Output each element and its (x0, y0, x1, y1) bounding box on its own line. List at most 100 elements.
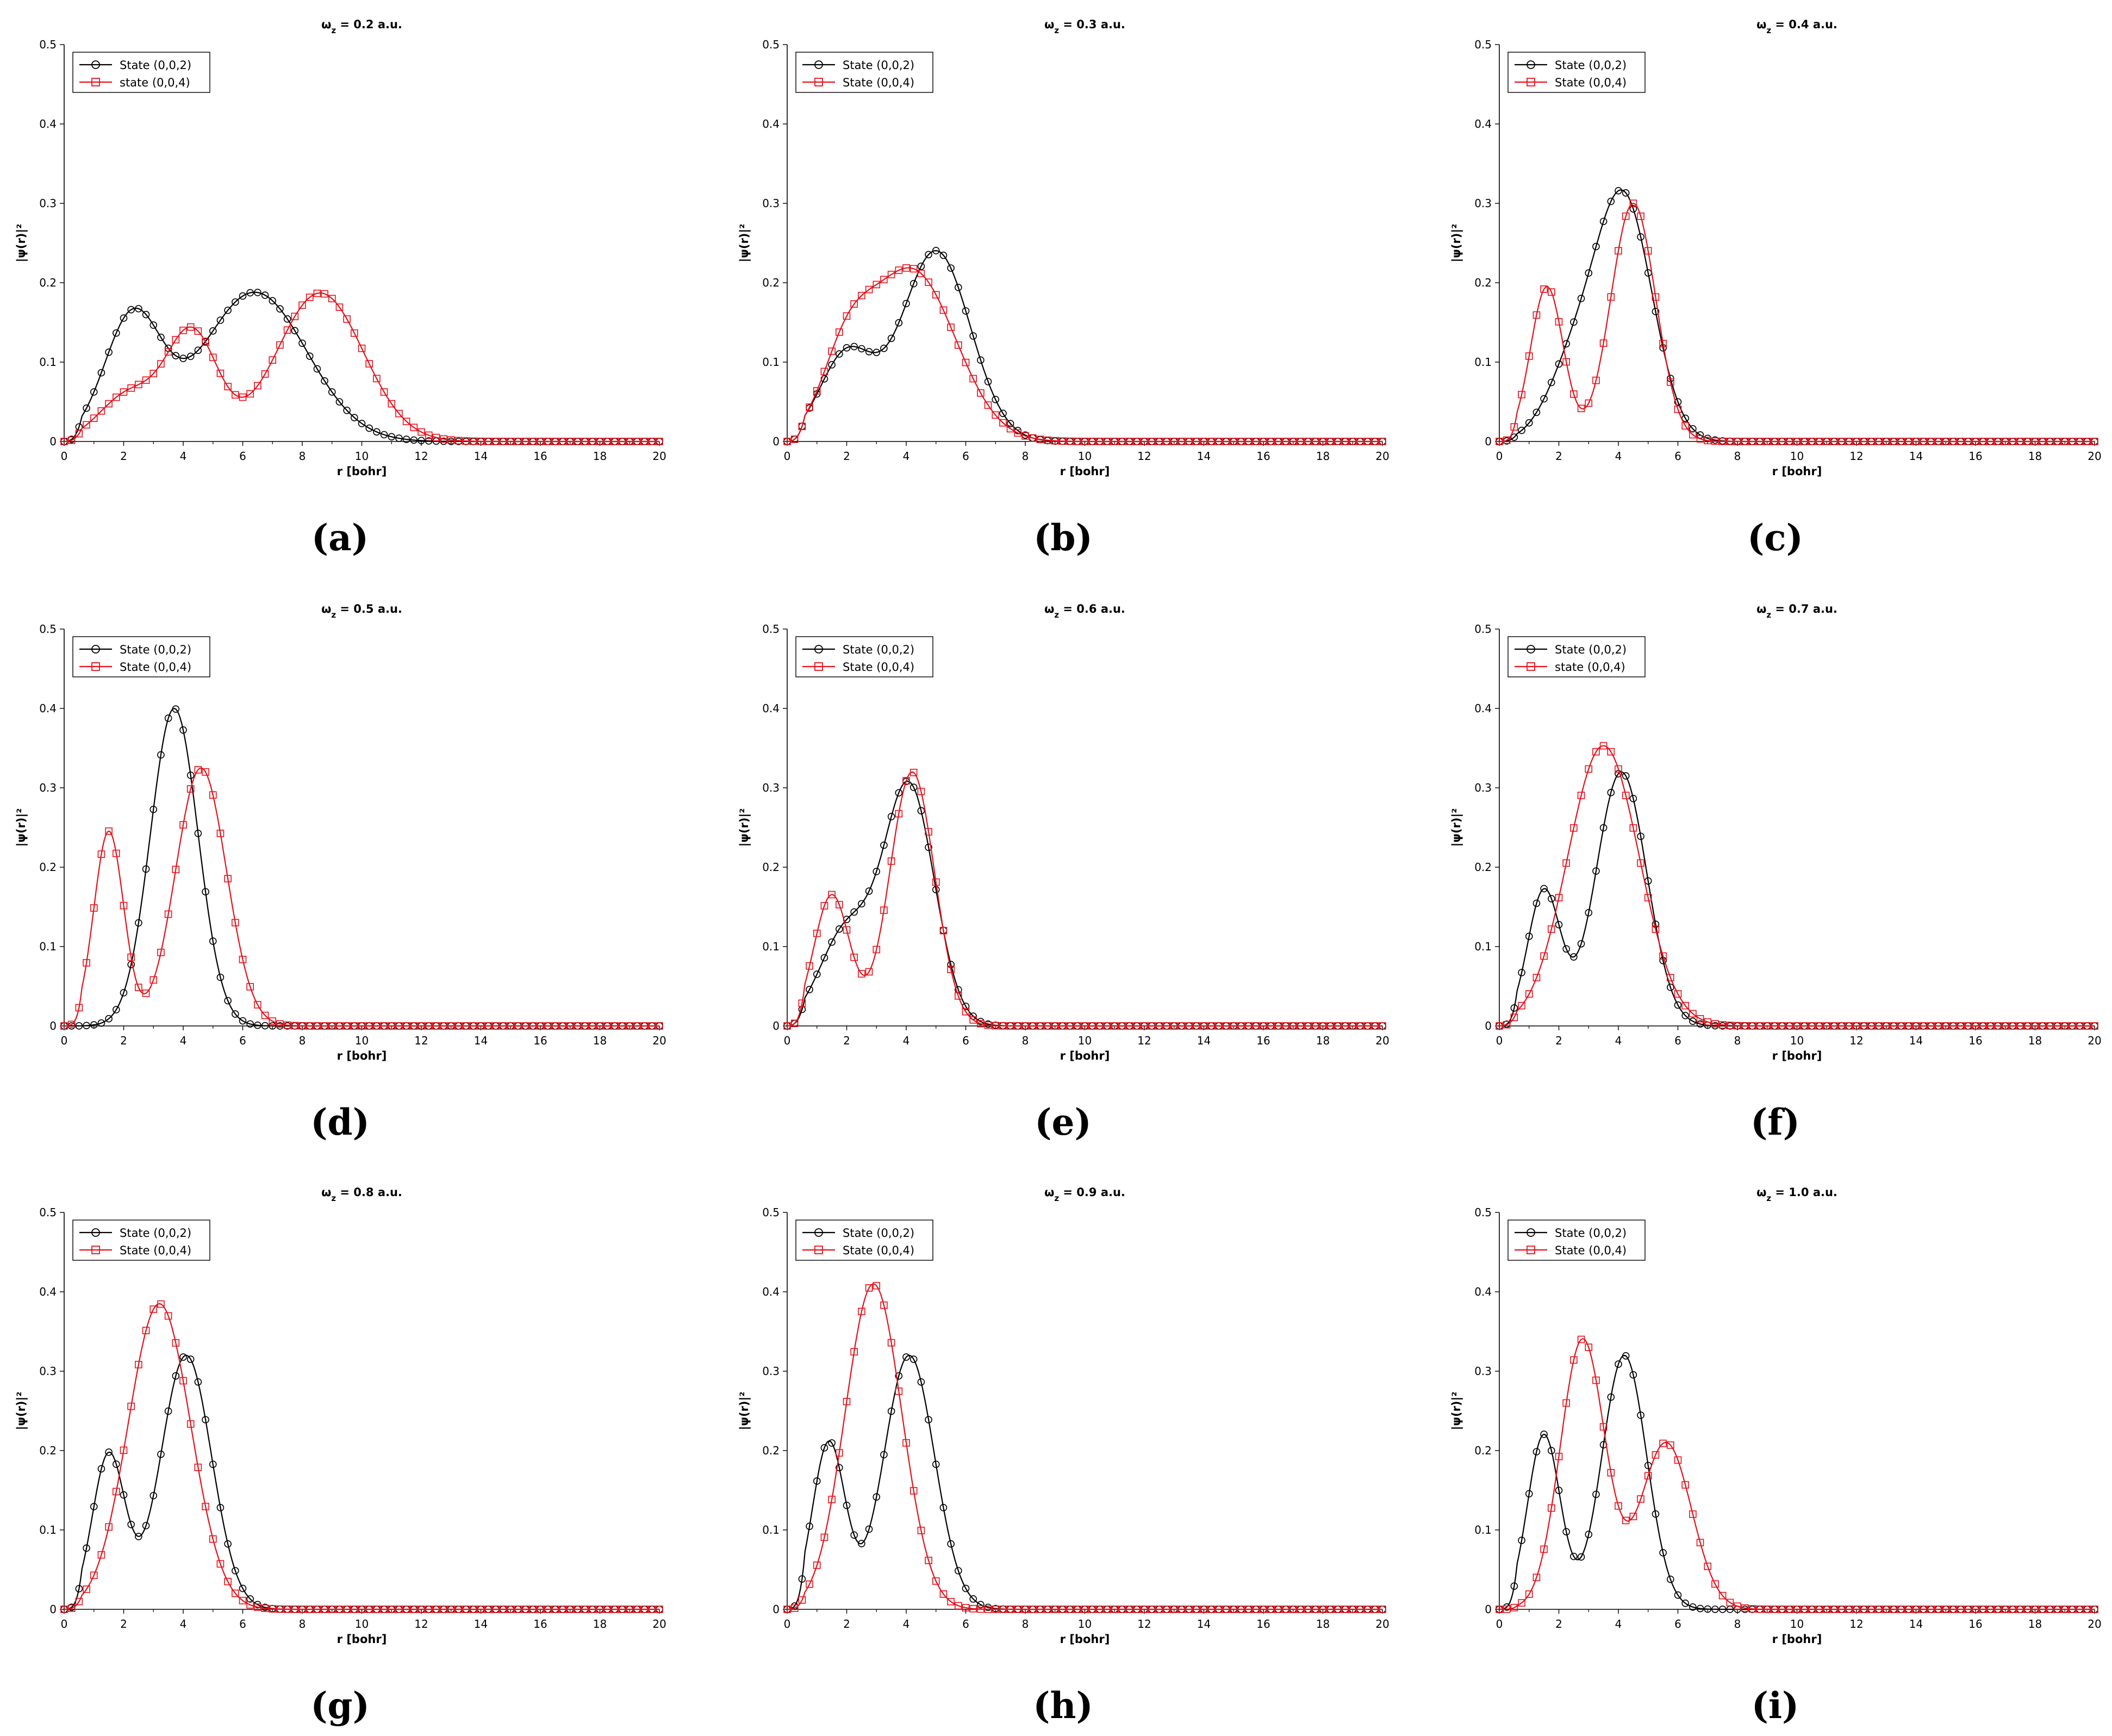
data-point-square (1103, 1022, 1111, 1030)
data-point-square (1823, 1022, 1831, 1030)
data-point-square (529, 1022, 537, 1030)
x-tick-label: 4 (180, 1617, 187, 1631)
y-tick-label: 0.2 (39, 1444, 57, 1457)
data-point-square (1088, 1022, 1096, 1030)
data-point-square (969, 375, 977, 383)
data-point-square (1771, 438, 1779, 445)
x-tick-label: 10 (1790, 1617, 1804, 1631)
data-point-square (865, 968, 873, 976)
data-point-square (67, 1021, 76, 1029)
data-point-square (1793, 438, 1801, 445)
data-point-square (648, 1022, 656, 1030)
data-point-square (1363, 438, 1372, 445)
data-point-square (1622, 212, 1630, 220)
legend-label-state002: State (0,0,2) (843, 59, 914, 72)
data-point-circle (836, 1464, 843, 1472)
data-point-square (581, 1606, 589, 1613)
data-point-square (2024, 1022, 2032, 1030)
data-point-circle (254, 1021, 261, 1029)
data-point-square (1815, 438, 1823, 445)
data-point-square (1118, 438, 1126, 445)
data-point-square (1667, 974, 1674, 981)
data-point-square (335, 1606, 344, 1613)
x-tick-label: 14 (1909, 1617, 1923, 1631)
data-point-square (2061, 1022, 2069, 1030)
data-point-square (470, 1606, 477, 1613)
data-point-square (1133, 438, 1141, 445)
data-point-circle (865, 887, 873, 895)
data-point-square (1215, 438, 1223, 445)
data-point-circle (1548, 895, 1555, 903)
data-point-circle (806, 986, 813, 993)
data-point-square (2046, 438, 2054, 445)
data-point-square (1074, 1022, 1081, 1030)
data-point-circle (142, 310, 150, 319)
data-point-square (321, 1022, 328, 1030)
x-tick-label: 2 (843, 1034, 850, 1047)
data-point-square (306, 294, 314, 301)
x-tick-label: 20 (2088, 1617, 2101, 1631)
data-point-circle (1525, 419, 1533, 427)
data-point-circle (291, 327, 299, 334)
panel-caption: (h) (1033, 1684, 1093, 1727)
data-point-square (1815, 1022, 1823, 1030)
legend-marker-square (814, 1246, 823, 1254)
data-point-square (1125, 438, 1133, 445)
data-point-square (1518, 1001, 1525, 1010)
data-point-circle (850, 343, 858, 351)
data-point-square (447, 1022, 455, 1030)
data-point-square (1021, 1606, 1029, 1613)
data-point-square (2076, 438, 2084, 445)
data-point-square (1267, 1606, 1275, 1613)
data-point-square (83, 959, 90, 967)
chart-panel-h: ωz = 0.9 a.u. 0 2 4 6 8 10 12 14 16 18 20 0 0.1 0.2 0.3… (738, 1186, 1390, 1727)
legend: State (0,0,2) State (0,0,4) (795, 636, 933, 677)
data-point-square (1704, 1563, 1712, 1570)
data-point-square (1592, 1376, 1600, 1384)
data-point-square (1979, 1022, 1987, 1030)
x-tick-label: 16 (1968, 1034, 1982, 1047)
series-line-state002 (787, 1354, 1382, 1610)
data-point-square (1036, 435, 1044, 443)
chart-panel-d: ωz = 0.5 a.u. 0 2 4 6 8 10 12 14 16 18 20 0 0.1 0.2 0.3… (15, 602, 666, 1143)
y-tick-label: 0.4 (1474, 117, 1492, 130)
data-point-square (1629, 1513, 1637, 1521)
data-point-square (1957, 1606, 1965, 1613)
data-point-square (1890, 1606, 1898, 1613)
data-point-square (454, 1606, 463, 1613)
data-point-square (1860, 438, 1868, 445)
y-tick-label: 0.3 (39, 781, 57, 794)
data-point-circle (1525, 932, 1533, 941)
data-point-circle (1599, 824, 1608, 832)
data-point-square (194, 327, 202, 335)
data-point-square (432, 433, 440, 441)
series-state002 (60, 705, 663, 1030)
data-point-square (1074, 1606, 1081, 1613)
data-point-square (194, 766, 202, 774)
chart-title: ωz = 1.0 a.u. (1756, 1186, 1837, 1203)
x-tick-label: 4 (1615, 1617, 1622, 1631)
data-point-square (1081, 1606, 1089, 1613)
data-point-square (537, 1022, 544, 1030)
data-point-square (1704, 1018, 1712, 1026)
data-point-square (1051, 437, 1059, 445)
data-point-square (351, 1022, 358, 1030)
x-tick-label: 12 (1137, 1034, 1151, 1047)
data-point-circle (1659, 1549, 1667, 1557)
data-point-square (1207, 438, 1215, 445)
data-point-circle (321, 377, 328, 385)
data-point-square (283, 1021, 291, 1029)
data-point-square (1282, 438, 1289, 445)
data-point-circle (172, 705, 180, 713)
data-point-square (626, 438, 634, 445)
panel-caption: (c) (1747, 517, 1803, 559)
data-point-square (2083, 438, 2091, 445)
x-tick-label: 0 (784, 1617, 791, 1631)
data-point-square (1044, 1022, 1051, 1030)
x-tick-label: 16 (1968, 1617, 1982, 1631)
data-point-square (529, 1606, 537, 1613)
data-point-circle (1548, 1447, 1555, 1454)
data-point-square (1920, 1606, 1927, 1613)
data-point-square (544, 1606, 552, 1613)
data-point-square (135, 381, 142, 389)
